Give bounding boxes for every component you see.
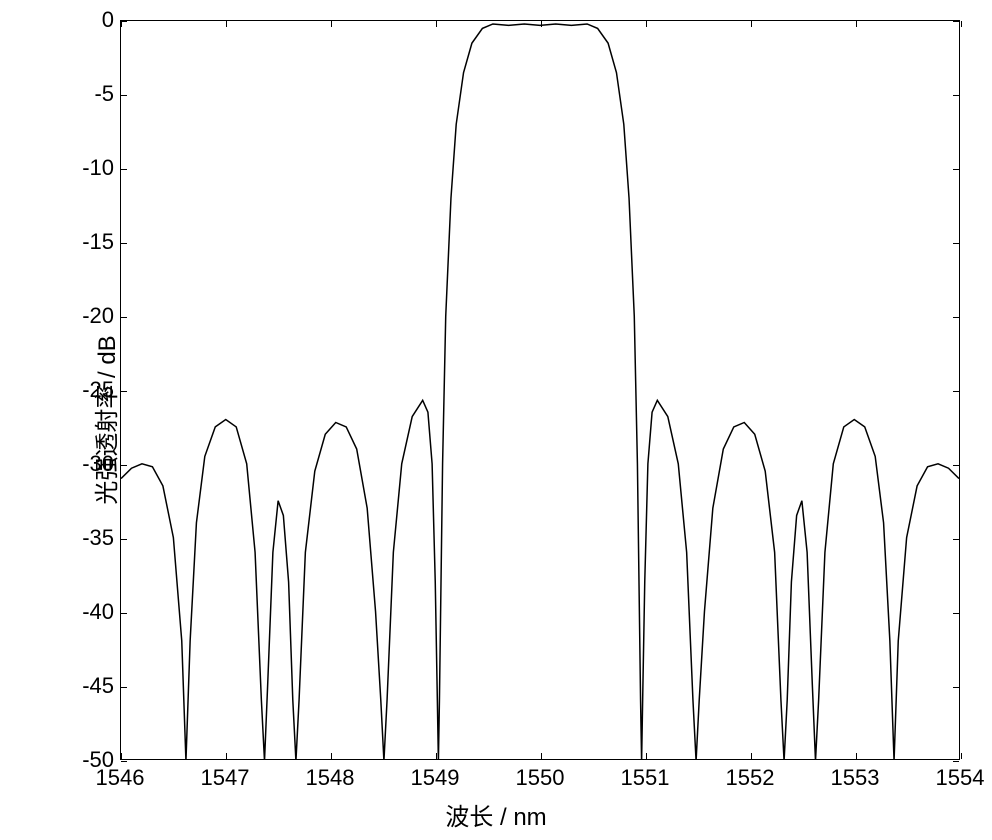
x-tick-label: 1549 (411, 765, 460, 791)
y-tick (121, 95, 127, 96)
y-tick (953, 21, 959, 22)
y-tick (121, 613, 127, 614)
x-tick (751, 21, 752, 27)
y-tick (953, 613, 959, 614)
x-tick-label: 1554 (936, 765, 985, 791)
y-tick-label: -30 (82, 451, 114, 477)
x-axis-label: 波长 / nm (445, 797, 546, 832)
y-tick (121, 243, 127, 244)
x-tick (961, 753, 962, 759)
x-tick (121, 753, 122, 759)
y-tick (953, 391, 959, 392)
y-tick-label: -35 (82, 525, 114, 551)
x-tick-label: 1548 (306, 765, 355, 791)
x-tick (961, 21, 962, 27)
y-tick-label: -15 (82, 229, 114, 255)
x-tick (856, 753, 857, 759)
x-tick (226, 21, 227, 27)
y-tick-label: -5 (94, 81, 114, 107)
y-tick (953, 761, 959, 762)
x-tick-label: 1547 (201, 765, 250, 791)
x-tick (331, 21, 332, 27)
y-tick (121, 761, 127, 762)
x-tick (226, 753, 227, 759)
y-tick (121, 317, 127, 318)
x-tick (121, 21, 122, 27)
x-tick (436, 753, 437, 759)
y-tick (953, 539, 959, 540)
x-tick-label: 1550 (516, 765, 565, 791)
y-tick-label: -20 (82, 303, 114, 329)
y-tick (953, 317, 959, 318)
y-tick (121, 539, 127, 540)
x-tick (541, 753, 542, 759)
x-tick (856, 21, 857, 27)
y-tick (121, 169, 127, 170)
x-tick (646, 753, 647, 759)
y-tick-label: -40 (82, 599, 114, 625)
y-tick (121, 687, 127, 688)
y-tick-label: 0 (102, 7, 114, 33)
x-tick-label: 1551 (621, 765, 670, 791)
y-tick-label: -45 (82, 673, 114, 699)
y-tick (953, 95, 959, 96)
y-tick (121, 21, 127, 22)
line-curve (121, 21, 959, 759)
x-tick (751, 753, 752, 759)
plot-area (120, 20, 960, 760)
x-tick-label: 1552 (726, 765, 775, 791)
y-axis-label: 光强透射率 / dB (87, 335, 122, 504)
y-tick (953, 687, 959, 688)
x-tick-label: 1546 (96, 765, 145, 791)
y-tick (953, 169, 959, 170)
y-tick-label: -10 (82, 155, 114, 181)
y-tick-label: -25 (82, 377, 114, 403)
y-tick (953, 465, 959, 466)
x-tick (646, 21, 647, 27)
y-tick (953, 243, 959, 244)
chart-container: 光强透射率 / dB 波长 / nm -5 0 -45 -40 -35 -30 -25 -20… (0, 0, 992, 840)
x-tick-label: 1553 (831, 765, 880, 791)
x-tick (541, 21, 542, 27)
x-tick (331, 753, 332, 759)
x-tick (436, 21, 437, 27)
